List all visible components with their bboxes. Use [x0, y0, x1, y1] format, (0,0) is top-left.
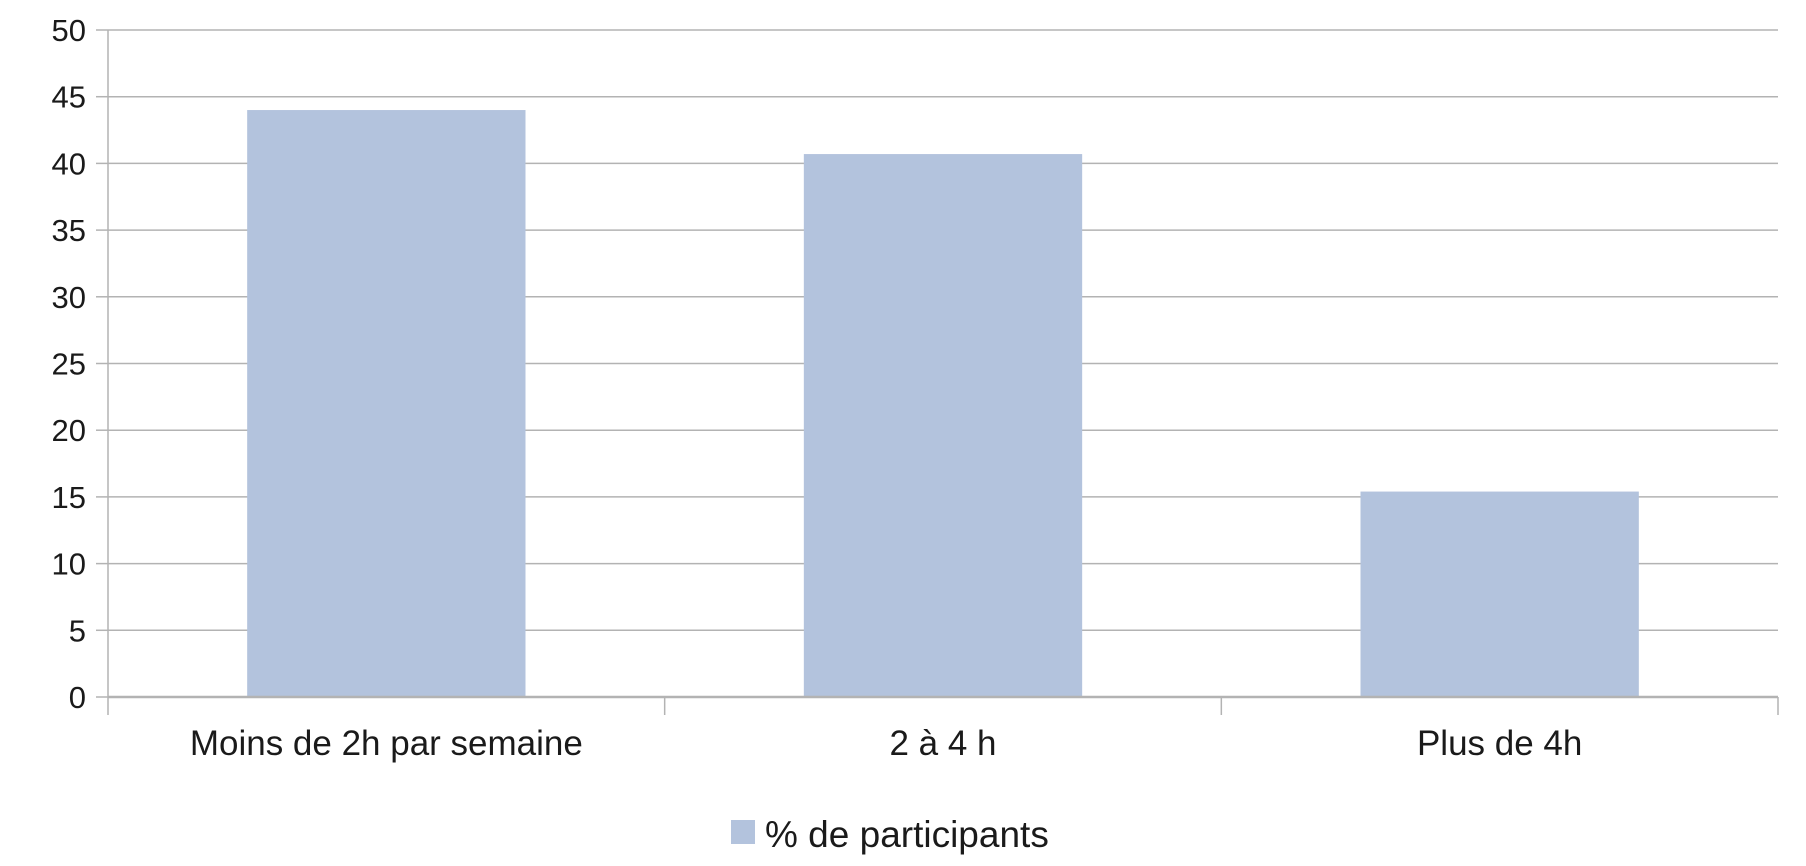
y-tick-label: 35: [52, 213, 86, 248]
legend-label: % de participants: [765, 814, 1049, 855]
y-tick-label: 30: [52, 280, 86, 315]
x-tick-labels: Moins de 2h par semaine 2 à 4 h Plus de 4h: [190, 724, 1583, 763]
y-tick-label: 40: [52, 146, 86, 181]
bar: [247, 110, 526, 698]
y-tick-label: 25: [52, 347, 86, 382]
y-tick-label: 0: [69, 680, 86, 715]
axes: [96, 29, 1779, 715]
bar: [1360, 491, 1639, 697]
bars: [247, 110, 1639, 698]
y-tick-label: 15: [52, 480, 86, 515]
y-tick-label: 50: [52, 13, 86, 48]
legend: % de participants: [731, 814, 1049, 855]
y-tick-label: 5: [69, 613, 86, 648]
y-tick-label: 45: [52, 80, 86, 115]
y-tick-label: 20: [52, 413, 86, 448]
x-tick-label: Plus de 4h: [1417, 724, 1582, 763]
y-tick-labels: 0 5 10 15 20 25 30 35 40 45 50: [52, 13, 86, 715]
y-tick-label: 10: [52, 547, 86, 582]
x-tick-label: Moins de 2h par semaine: [190, 724, 583, 763]
bar: [803, 154, 1083, 697]
x-tick-label: 2 à 4 h: [889, 724, 996, 763]
legend-swatch: [731, 820, 755, 844]
